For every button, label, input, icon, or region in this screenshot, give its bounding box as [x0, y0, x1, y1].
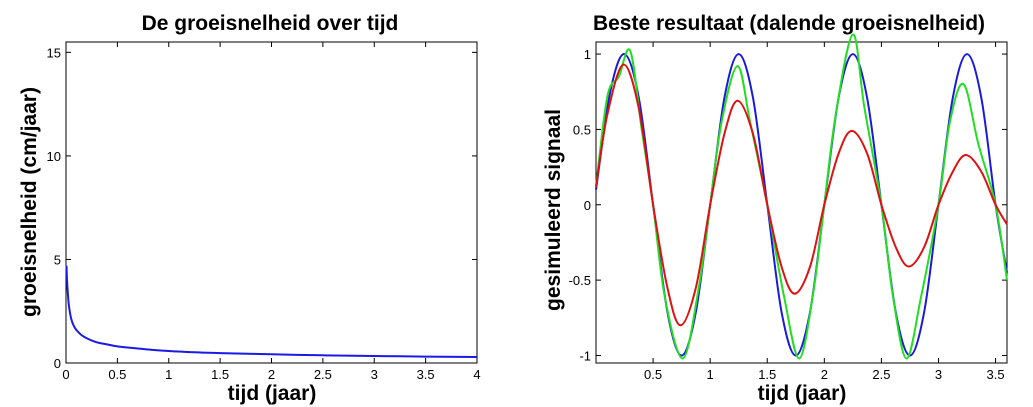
- plot-area: [595, 41, 1008, 364]
- x-tick-label: 1: [165, 367, 172, 382]
- y-tick-label: -0.5: [569, 273, 591, 288]
- x-tick-group: 0.5 1 1.5 2 2.5 3 3.5: [644, 42, 1005, 382]
- y-axis-label: gesimuleerd signaal: [542, 109, 565, 311]
- y-tick-label: 15: [47, 45, 61, 60]
- y-tick-group: 0 5 10 15: [47, 45, 477, 371]
- x-tick-label: 1: [707, 367, 714, 382]
- x-tick-label: 2.5: [872, 367, 890, 382]
- x-tick-label: 0.5: [644, 367, 662, 382]
- y-tick-group: -1 -0.5 0 0.5 1: [569, 47, 1007, 363]
- x-axis-label: tijd (jaar): [758, 382, 847, 405]
- chart-title: Beste resultaat (dalende groeisnelheid): [593, 12, 985, 35]
- series-line: [65, 265, 478, 358]
- x-tick-group: 0 0.5 1 1.5 2 2.5 3 3.5 4: [62, 42, 481, 382]
- y-tick-label: -1: [579, 348, 591, 363]
- x-tick-label: 2.5: [314, 367, 332, 382]
- y-axis-label: groeisnelheid (cm/jaar): [18, 87, 41, 317]
- y-tick-label: 1: [584, 47, 591, 62]
- simulated-signal-chart: Beste resultaat (dalende groeisnelheid) …: [542, 12, 1008, 405]
- y-tick-label: 0: [584, 198, 591, 213]
- x-tick-label: 1.5: [758, 367, 776, 382]
- y-tick-label: 0.5: [573, 122, 591, 137]
- x-tick-label: 1.5: [211, 367, 229, 382]
- growth-rate-chart: De groeisnelheid over tijd 0 5 10 15 0 0.5 1 1…: [18, 12, 481, 405]
- series-group: [65, 265, 478, 358]
- plot-area: [65, 41, 478, 364]
- x-axis-label: tijd (jaar): [228, 382, 317, 405]
- x-tick-label: 4: [473, 367, 480, 382]
- x-tick-label: 3.5: [417, 367, 435, 382]
- x-tick-label: 0: [62, 367, 69, 382]
- x-tick-label: 2: [821, 367, 828, 382]
- series-group: [595, 33, 1008, 360]
- x-tick-label: 0.5: [108, 367, 126, 382]
- x-tick-label: 3: [935, 367, 942, 382]
- x-tick-label: 3: [371, 367, 378, 382]
- series-line: [595, 63, 1008, 327]
- y-tick-label: 0: [54, 356, 61, 371]
- y-tick-label: 5: [54, 252, 61, 267]
- chart-title: De groeisnelheid over tijd: [142, 12, 399, 35]
- x-tick-label: 3.5: [987, 367, 1005, 382]
- x-tick-label: 2: [268, 367, 275, 382]
- y-tick-label: 10: [47, 149, 61, 164]
